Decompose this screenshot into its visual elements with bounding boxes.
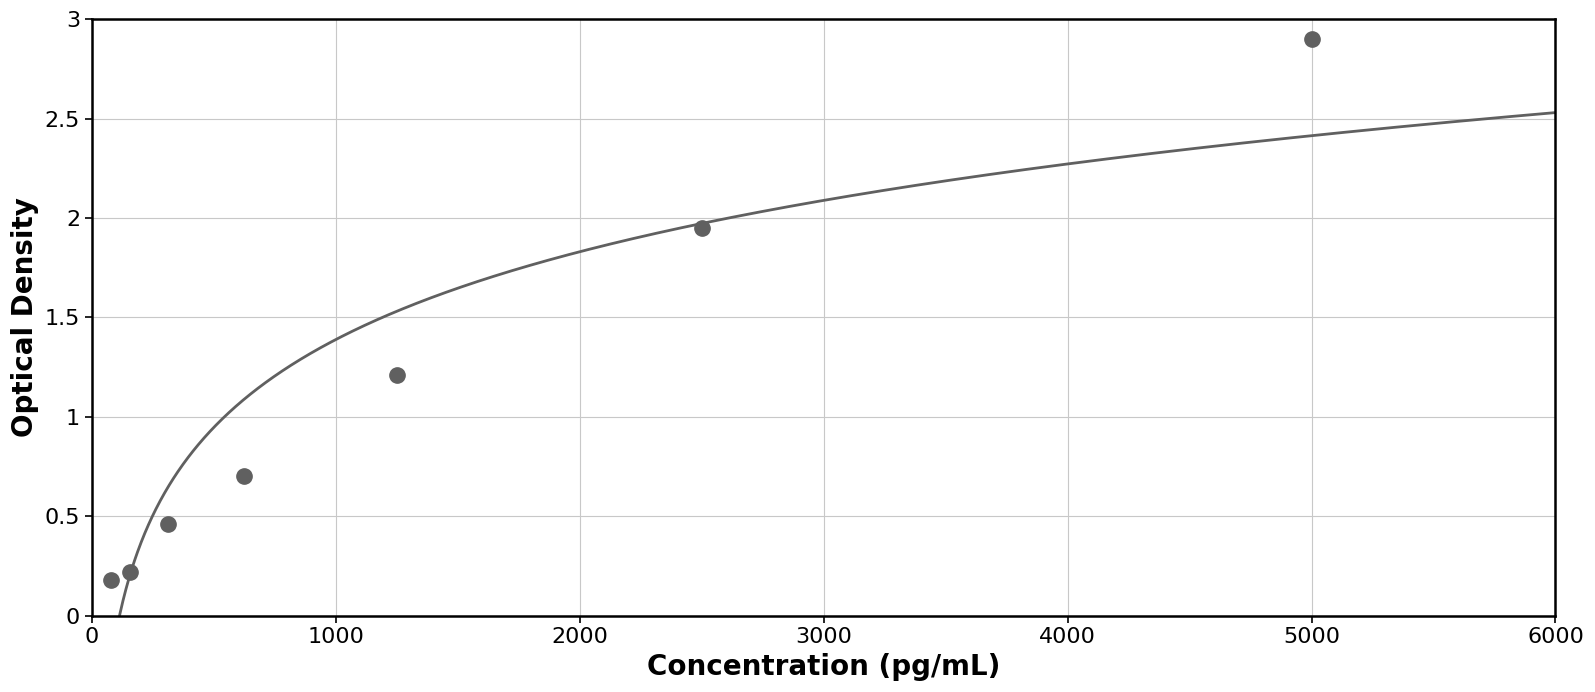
X-axis label: Concentration (pg/mL): Concentration (pg/mL) [648,653,1000,681]
Point [155,518,180,529]
Point [99,574,124,585]
Point [1298,33,1324,44]
Point [231,471,257,482]
Point [689,222,715,233]
Point [118,566,144,577]
Y-axis label: Optical Density: Optical Density [11,197,40,437]
Point [384,370,410,381]
